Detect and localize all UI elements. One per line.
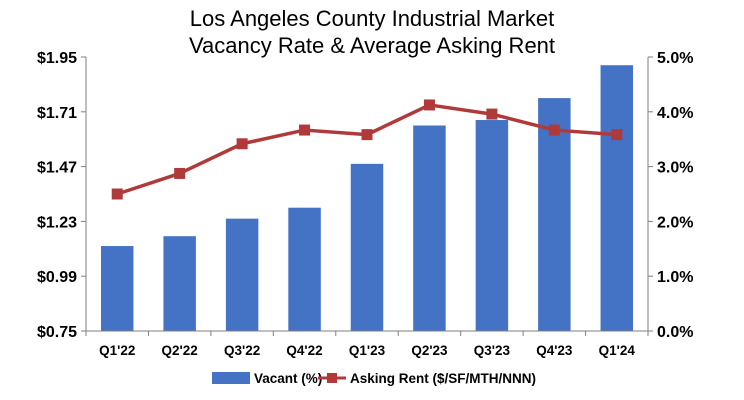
- legend-label-vacant: Vacant (%): [254, 371, 322, 386]
- right-tick-label-0: 0.0%: [657, 324, 693, 341]
- point-asking-rent-5: [423, 99, 435, 111]
- x-tick-label-7: Q4'23: [536, 343, 573, 358]
- point-asking-rent-1: [174, 167, 186, 179]
- legend-label-asking-rent: Asking Rent ($/SF/MTH/NNN): [350, 371, 536, 386]
- x-tick-label-6: Q3'23: [474, 343, 511, 358]
- left-tick-label-5: $1.95: [37, 50, 77, 67]
- x-tick-label-4: Q1'23: [349, 343, 386, 358]
- right-tick-label-2: 2.0%: [657, 214, 693, 231]
- legend-swatch-vacant: [212, 372, 250, 384]
- bar-vacant-6: [475, 120, 509, 332]
- x-tick-label-1: Q2'22: [162, 343, 198, 358]
- x-tick-label-0: Q1'22: [99, 343, 135, 358]
- bar-vacant-4: [350, 163, 384, 331]
- bar-vacant-0: [100, 246, 134, 331]
- x-tick-label-2: Q3'22: [224, 343, 260, 358]
- right-tick-label-5: 5.0%: [657, 50, 693, 67]
- point-asking-rent-3: [299, 124, 311, 136]
- bar-vacant-8: [600, 65, 634, 331]
- x-tick-label-3: Q4'22: [286, 343, 322, 358]
- point-asking-rent-6: [486, 108, 498, 120]
- point-asking-rent-0: [111, 188, 123, 200]
- bar-vacant-1: [163, 236, 196, 331]
- left-tick-label-4: $1.71: [37, 105, 77, 122]
- point-asking-rent-4: [361, 129, 373, 141]
- chart-title-line-1: Los Angeles County Industrial Market: [190, 6, 554, 31]
- point-asking-rent-2: [236, 138, 248, 150]
- bar-vacant-5: [413, 125, 446, 331]
- x-tick-label-5: Q2'23: [411, 343, 448, 358]
- left-tick-label-3: $1.47: [37, 160, 77, 177]
- bar-vacant-7: [538, 98, 571, 331]
- left-tick-label-2: $1.23: [37, 214, 77, 231]
- left-tick-label-1: $0.99: [37, 269, 77, 286]
- chart-title-line-2: Vacancy Rate & Average Asking Rent: [189, 33, 555, 58]
- bar-vacant-2: [225, 218, 259, 331]
- x-tick-label-8: Q1'24: [599, 343, 636, 358]
- plot-area: $0.75 0.0% $0.99 1.0% $1.23 2.0% $1.47 3.0% $1.7…: [37, 50, 694, 358]
- bar-vacant-3: [288, 207, 321, 331]
- right-tick-label-3: 3.0%: [657, 160, 693, 177]
- right-tick-label-1: 1.0%: [657, 269, 693, 286]
- left-tick-label-0: $0.75: [37, 324, 77, 341]
- point-asking-rent-7: [548, 124, 560, 136]
- point-asking-rent-8: [611, 129, 623, 141]
- legend-marker-asking-rent: [327, 373, 337, 383]
- right-tick-label-4: 4.0%: [657, 105, 693, 122]
- legend: Vacant (%) Asking Rent ($/SF/MTH/NNN): [212, 371, 536, 386]
